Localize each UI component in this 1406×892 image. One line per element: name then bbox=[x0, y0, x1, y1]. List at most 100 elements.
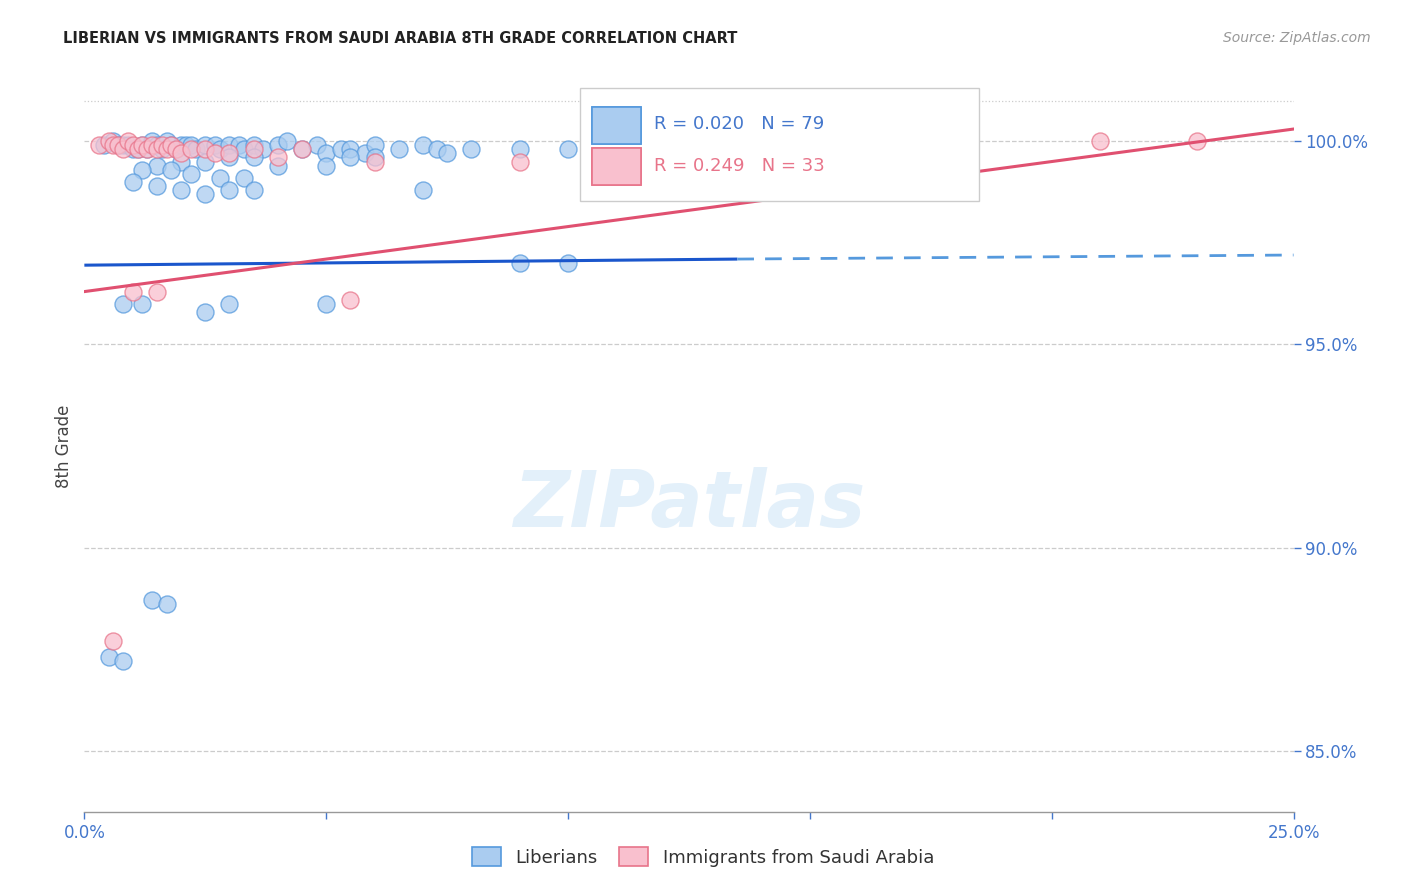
Point bbox=[605, 138, 627, 153]
Point bbox=[121, 142, 143, 156]
Point bbox=[363, 138, 385, 153]
Point bbox=[252, 142, 274, 156]
Point bbox=[160, 138, 183, 153]
Point bbox=[267, 159, 290, 173]
Point bbox=[242, 142, 264, 156]
Point bbox=[339, 142, 361, 156]
Point bbox=[141, 138, 163, 153]
Point bbox=[315, 159, 337, 173]
Point bbox=[141, 593, 163, 607]
Point bbox=[112, 654, 135, 668]
FancyBboxPatch shape bbox=[581, 87, 979, 201]
Point bbox=[117, 138, 139, 153]
Point bbox=[218, 138, 240, 153]
Point bbox=[97, 134, 120, 148]
Point bbox=[121, 138, 143, 153]
Point bbox=[339, 293, 361, 307]
Point bbox=[103, 134, 125, 148]
Point bbox=[509, 256, 531, 270]
Point bbox=[276, 134, 298, 148]
Point bbox=[103, 138, 125, 153]
Point bbox=[329, 142, 352, 156]
Point bbox=[204, 146, 226, 161]
Point bbox=[160, 162, 183, 177]
Point bbox=[305, 138, 328, 153]
Point bbox=[112, 138, 135, 153]
Point bbox=[242, 183, 264, 197]
Point bbox=[315, 146, 337, 161]
Point bbox=[233, 142, 256, 156]
Point bbox=[127, 142, 149, 156]
Point bbox=[208, 170, 231, 185]
Point bbox=[412, 183, 434, 197]
Point bbox=[121, 175, 143, 189]
Point bbox=[165, 142, 187, 156]
Point bbox=[150, 142, 173, 156]
Point bbox=[146, 285, 169, 299]
Text: R = 0.020   N = 79: R = 0.020 N = 79 bbox=[654, 115, 824, 133]
Point bbox=[141, 134, 163, 148]
Point bbox=[194, 138, 217, 153]
Point bbox=[180, 167, 202, 181]
Point bbox=[165, 142, 187, 156]
Point bbox=[339, 151, 361, 165]
Point bbox=[131, 138, 153, 153]
Point bbox=[218, 183, 240, 197]
Point bbox=[160, 138, 183, 153]
Text: R = 0.249   N = 33: R = 0.249 N = 33 bbox=[654, 157, 825, 175]
Point bbox=[150, 138, 173, 153]
Point bbox=[146, 138, 169, 153]
Text: Source: ZipAtlas.com: Source: ZipAtlas.com bbox=[1223, 31, 1371, 45]
Point bbox=[170, 146, 193, 161]
Point bbox=[131, 138, 153, 153]
Point bbox=[97, 650, 120, 665]
Point bbox=[557, 256, 579, 270]
Point bbox=[155, 598, 177, 612]
Point bbox=[107, 138, 129, 153]
FancyBboxPatch shape bbox=[592, 148, 641, 185]
Point bbox=[1185, 134, 1208, 148]
Point bbox=[1088, 134, 1111, 148]
Point bbox=[155, 134, 177, 148]
Point bbox=[194, 154, 217, 169]
Point bbox=[426, 142, 449, 156]
Point bbox=[204, 138, 226, 153]
Point bbox=[218, 146, 240, 161]
Text: LIBERIAN VS IMMIGRANTS FROM SAUDI ARABIA 8TH GRADE CORRELATION CHART: LIBERIAN VS IMMIGRANTS FROM SAUDI ARABIA… bbox=[63, 31, 738, 46]
Point bbox=[107, 138, 129, 153]
Point bbox=[291, 142, 314, 156]
Point bbox=[242, 138, 264, 153]
Point bbox=[557, 142, 579, 156]
Point bbox=[131, 162, 153, 177]
Legend: Liberians, Immigrants from Saudi Arabia: Liberians, Immigrants from Saudi Arabia bbox=[465, 840, 941, 874]
Point bbox=[93, 138, 115, 153]
Point bbox=[146, 142, 169, 156]
Point bbox=[509, 142, 531, 156]
Point bbox=[509, 154, 531, 169]
Point bbox=[436, 146, 458, 161]
Point bbox=[184, 142, 207, 156]
Point bbox=[412, 138, 434, 153]
Point bbox=[87, 138, 110, 153]
Point bbox=[117, 134, 139, 148]
Point bbox=[228, 138, 250, 153]
Point bbox=[127, 142, 149, 156]
Point bbox=[388, 142, 411, 156]
Point bbox=[363, 151, 385, 165]
Point bbox=[267, 151, 290, 165]
Point bbox=[146, 178, 169, 193]
Point bbox=[354, 146, 377, 161]
Point bbox=[170, 183, 193, 197]
Point bbox=[218, 151, 240, 165]
Point bbox=[174, 138, 197, 153]
Point bbox=[103, 634, 125, 648]
Point bbox=[170, 138, 193, 153]
Point bbox=[146, 159, 169, 173]
Point bbox=[121, 285, 143, 299]
Point bbox=[233, 170, 256, 185]
Point bbox=[136, 142, 159, 156]
Point bbox=[460, 142, 482, 156]
Point bbox=[180, 138, 202, 153]
Point bbox=[267, 138, 290, 153]
Point bbox=[194, 187, 217, 202]
